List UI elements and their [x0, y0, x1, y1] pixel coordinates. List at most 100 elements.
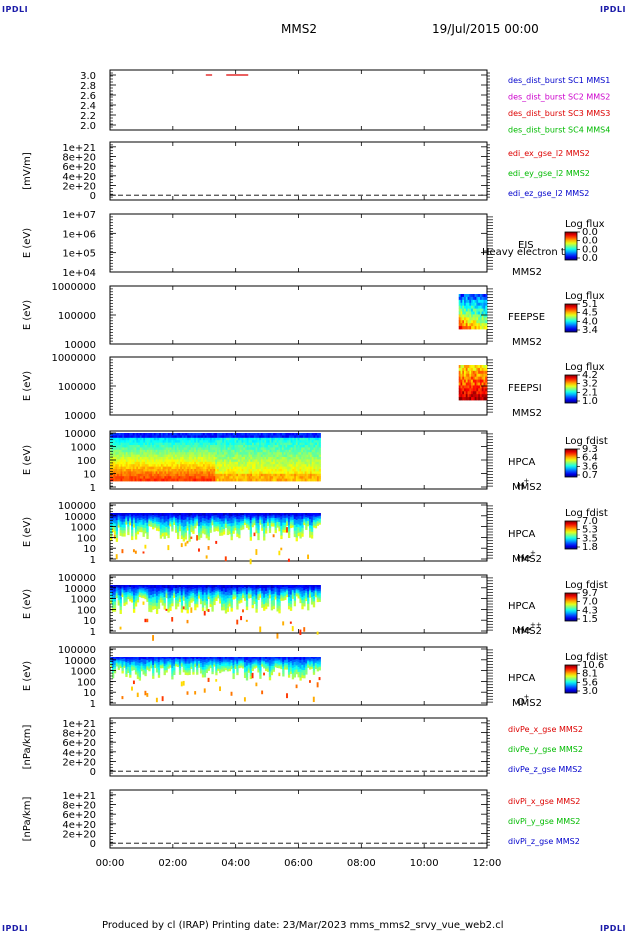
heatmap-cell	[208, 454, 211, 458]
heatmap-cell	[132, 457, 135, 460]
heatmap-cell	[313, 471, 316, 475]
heatmap-cell	[295, 533, 298, 538]
heatmap-cell	[485, 376, 488, 380]
heatmap-cell	[180, 595, 184, 600]
heatmap-cell	[185, 476, 188, 479]
heatmap-cell	[205, 531, 208, 536]
heatmap-cell	[220, 435, 223, 439]
heatmap-cell	[205, 519, 208, 523]
heatmap-cell	[190, 459, 193, 463]
heatmap-cell	[166, 437, 169, 441]
heatmap-cell	[485, 308, 488, 312]
heatmap-cell	[162, 452, 165, 455]
heatmap-cell	[153, 473, 157, 477]
heatmap-cell	[257, 459, 260, 463]
heatmap-cell	[239, 461, 242, 465]
heatmap-cell	[281, 464, 285, 467]
heatmap-cell	[315, 440, 318, 443]
heatmap-cell	[120, 478, 123, 482]
heatmap-cell	[169, 516, 172, 519]
heatmap-cell	[175, 605, 178, 610]
heatmap-cell	[226, 518, 230, 522]
heatmap-cell	[306, 452, 309, 455]
heatmap-cell	[211, 440, 214, 443]
heatmap-cell	[224, 516, 228, 519]
heatmap-cell	[150, 605, 153, 609]
heatmap-cell	[209, 476, 213, 479]
heatmap-cell	[286, 516, 289, 519]
heatmap-cell	[297, 521, 300, 525]
heatmap-cell	[125, 585, 128, 588]
heatmap-speck	[203, 610, 206, 616]
heatmap-cell	[316, 449, 320, 453]
heatmap-cell	[311, 469, 314, 472]
heatmap-cell	[312, 521, 316, 525]
heatmap-cell	[139, 473, 142, 477]
heatmap-cell	[483, 370, 486, 375]
heatmap-cell	[120, 437, 123, 441]
heatmap-cell	[131, 529, 134, 534]
heatmap-cell	[276, 520, 279, 523]
heatmap-cell	[234, 461, 237, 465]
heatmap-cell	[184, 588, 187, 592]
heatmap-cell	[253, 513, 256, 515]
heatmap-cell	[306, 454, 309, 458]
heatmap-cell	[207, 526, 210, 531]
heatmap-cell	[165, 524, 168, 528]
heatmap-cell	[197, 466, 200, 470]
heatmap-cell	[225, 433, 228, 436]
heatmap-cell	[125, 454, 128, 458]
heatmap-cell	[201, 449, 204, 453]
heatmap-cell	[153, 447, 157, 451]
heatmap-cell	[311, 433, 314, 436]
heatmap-cell	[222, 449, 225, 453]
heatmap-cell	[245, 457, 248, 460]
heatmap-cell	[278, 588, 281, 593]
heatmap-cell	[280, 535, 283, 540]
heatmap-cell	[290, 471, 293, 475]
heatmap-cell	[187, 433, 190, 436]
heatmap-cell	[160, 464, 164, 467]
heatmap-cell	[152, 471, 155, 475]
heatmap-cell	[224, 435, 227, 439]
heatmap-cell	[238, 519, 241, 523]
heatmap-cell	[145, 473, 148, 477]
heatmap-cell	[253, 433, 256, 436]
heatmap-cell	[308, 461, 311, 465]
heatmap-cell	[264, 599, 268, 604]
heatmap-cell	[257, 519, 260, 524]
heatmap-cell	[284, 520, 287, 524]
heatmap-cell	[150, 516, 153, 519]
colorbar-tick-label: 0.0	[582, 244, 598, 255]
heatmap-cell	[259, 442, 262, 446]
heatmap-cell	[186, 609, 189, 614]
heatmap-cell	[176, 461, 179, 465]
heatmap-cell	[164, 476, 167, 479]
heatmap-cell	[169, 517, 172, 520]
heatmap-cell	[178, 473, 181, 477]
heatmap-cell	[271, 454, 274, 458]
heatmap-cell	[241, 435, 244, 439]
heatmap-cell	[201, 528, 205, 532]
heatmap-cell	[118, 449, 121, 453]
heatmap-cell	[183, 437, 186, 441]
heatmap-cell	[218, 447, 221, 451]
heatmap-cell	[318, 466, 321, 470]
heatmap-cell	[110, 537, 113, 541]
heatmap-cell	[270, 600, 274, 605]
heatmap-cell	[187, 466, 190, 470]
heatmap-cell	[188, 447, 192, 451]
heatmap-cell	[153, 469, 157, 472]
heatmap-cell	[274, 585, 277, 588]
heatmap-cell	[121, 530, 124, 534]
heatmap-cell	[257, 597, 260, 601]
heatmap-cell	[220, 457, 223, 460]
heatmap-cell	[208, 464, 211, 467]
heatmap-cell	[186, 585, 189, 589]
heatmap-cell	[164, 435, 167, 439]
heatmap-cell	[315, 459, 318, 463]
heatmap-cell	[124, 461, 127, 465]
heatmap-speck	[115, 554, 118, 560]
heatmap-cell	[242, 596, 245, 599]
